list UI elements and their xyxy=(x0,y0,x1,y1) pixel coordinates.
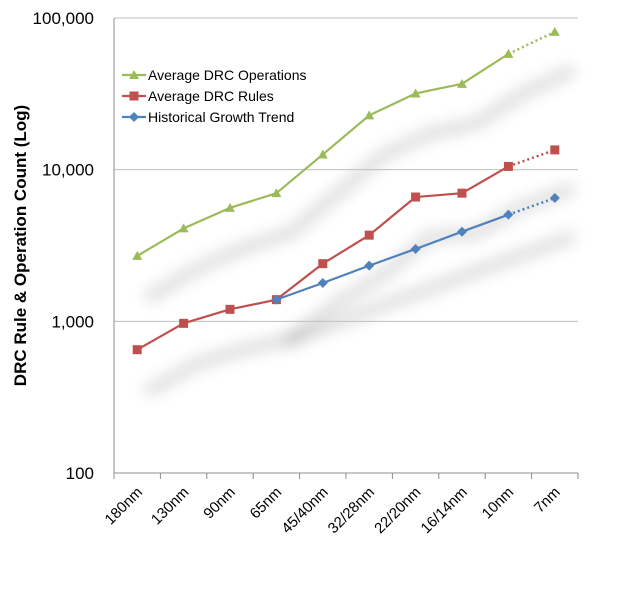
series-line-segment xyxy=(507,196,556,216)
series-line-segment xyxy=(136,227,185,257)
x-tick-label: 90nm xyxy=(200,484,239,523)
data-point xyxy=(317,149,328,159)
data-point xyxy=(410,88,421,98)
data-point xyxy=(549,193,560,204)
series-line-segment xyxy=(507,148,556,168)
series-line-segment xyxy=(136,322,185,351)
series-line-segment xyxy=(461,213,509,233)
series-shadow xyxy=(144,182,576,397)
x-tick-label: 10nm xyxy=(479,484,518,523)
legend-label: Average DRC Rules xyxy=(148,88,274,104)
series-line-segment xyxy=(368,247,416,267)
legend-marker xyxy=(129,112,139,122)
series-line-segment xyxy=(183,308,231,325)
x-tick-label: 45/40nm xyxy=(278,484,331,537)
series-line-segment xyxy=(461,165,509,195)
legend: Average DRC Operations Average DRC Rules H… xyxy=(122,67,306,125)
data-point xyxy=(457,226,467,237)
series-line-segment xyxy=(229,192,277,209)
data-point xyxy=(503,48,514,58)
y-tick-label: 10,000 xyxy=(42,161,94,180)
legend-item: Historical Growth Trend xyxy=(122,109,294,125)
legend-item: Average DRC Rules xyxy=(122,88,274,104)
series-group xyxy=(132,26,560,355)
data-point xyxy=(364,110,375,120)
series-1 xyxy=(132,145,560,355)
axes xyxy=(113,18,579,479)
series-shadow xyxy=(144,64,576,303)
series-line-segment xyxy=(276,281,324,301)
series-line-segment xyxy=(415,230,463,251)
data-point xyxy=(550,145,560,155)
series-line-segment xyxy=(322,234,370,265)
data-point xyxy=(457,78,467,88)
y-tick-label: 1,000 xyxy=(51,312,94,331)
series-line-segment xyxy=(461,52,509,85)
x-tick-label: 180nm xyxy=(102,484,146,528)
series-line-segment xyxy=(507,30,556,56)
data-point xyxy=(225,202,235,212)
data-point xyxy=(225,304,235,314)
data-point xyxy=(132,250,143,260)
data-point xyxy=(411,192,421,202)
series-line-segment xyxy=(322,264,370,285)
data-point xyxy=(271,188,282,198)
x-tick-label: 65nm xyxy=(247,484,286,523)
series-shadows xyxy=(144,64,576,397)
y-axis-tick-labels: 100 1,000 10,000 100,000 xyxy=(33,9,94,483)
series-line-segment xyxy=(415,82,463,95)
data-point xyxy=(364,230,374,240)
data-point xyxy=(318,259,328,269)
series-0 xyxy=(132,26,560,260)
series-line-segment xyxy=(275,153,324,195)
data-point xyxy=(132,345,142,355)
data-point xyxy=(178,223,189,233)
data-point xyxy=(179,318,189,328)
y-tick-label: 100,000 xyxy=(33,9,94,28)
data-point xyxy=(457,188,467,198)
gridlines xyxy=(114,17,578,474)
data-point xyxy=(410,243,421,254)
legend-label: Historical Growth Trend xyxy=(148,109,294,125)
data-point xyxy=(317,277,328,288)
series-line-segment xyxy=(322,114,370,156)
legend-item: Average DRC Operations xyxy=(122,67,306,83)
data-point xyxy=(503,161,513,171)
x-tick-label: 7nm xyxy=(531,484,564,517)
series-line-segment xyxy=(415,192,463,199)
series-2 xyxy=(271,193,560,305)
y-tick-label: 100 xyxy=(66,464,94,483)
series-line-segment xyxy=(275,262,324,301)
data-point xyxy=(503,209,514,220)
series-shadow xyxy=(283,231,576,347)
series-line-segment xyxy=(229,298,277,311)
x-axis-tick-labels: 180nm 130nm 90nm 65nm45/40nm32/28nm22/20nm1… xyxy=(102,484,564,537)
legend-marker xyxy=(129,70,139,79)
x-tick-label: 32/28nm xyxy=(325,484,378,537)
legend-label: Average DRC Operations xyxy=(148,67,306,83)
series-line-segment xyxy=(183,206,231,230)
data-point xyxy=(549,26,560,36)
x-tick-label: 16/14nm xyxy=(418,484,471,537)
series-line-segment xyxy=(368,196,417,237)
x-tick-label: 22/20nm xyxy=(371,484,424,537)
data-point xyxy=(364,260,375,271)
data-point xyxy=(271,294,282,305)
series-line-segment xyxy=(368,92,417,117)
x-tick-label: 130nm xyxy=(148,484,192,528)
y-axis-label: DRC Rule & Operation Count (Log) xyxy=(11,105,30,386)
legend-marker xyxy=(129,91,139,101)
